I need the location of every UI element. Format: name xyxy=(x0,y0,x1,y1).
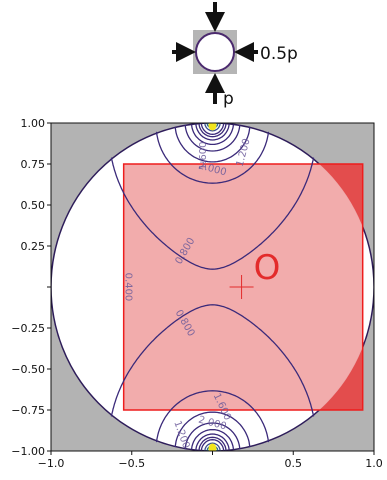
contour-line-1 xyxy=(174,127,251,447)
contour-line-0_6 xyxy=(110,157,315,417)
region-rectangle-edge xyxy=(122,163,364,411)
contour-line-0_8 xyxy=(155,131,270,443)
bottom-load-label: p xyxy=(223,89,234,109)
contour-line-1_4 xyxy=(191,124,234,450)
side-load-label: 0.5p xyxy=(260,44,298,64)
y-tick-label: −1.00 xyxy=(11,445,45,458)
contour-label: 0.400 xyxy=(123,273,134,302)
x-tick-label: 0.5 xyxy=(285,457,303,470)
contour-line-1_2 xyxy=(184,124,241,450)
schematic-disk xyxy=(195,32,235,72)
contour-line-1_8 xyxy=(198,123,227,451)
y-tick-label: −0.75 xyxy=(11,404,45,417)
y-tick-label: 0.75 xyxy=(21,158,46,171)
x-tick-label: −1.0 xyxy=(38,457,65,470)
y-tick-label: −0.50 xyxy=(11,363,45,376)
load-schematic: 0.5p p xyxy=(172,2,298,109)
marker-label: O xyxy=(254,248,281,288)
x-tick-label: 1.0 xyxy=(365,457,383,470)
contour-line-2_4 xyxy=(204,123,221,451)
plot-axes: 0.4000.8000.8001.2001.6002.0001.6002.000… xyxy=(11,117,382,470)
top-peak xyxy=(208,123,217,131)
y-tick-label: −0.25 xyxy=(11,322,45,335)
y-tick-label: 0.25 xyxy=(21,240,46,253)
y-tick-label: 1.00 xyxy=(21,117,46,130)
contour-line-2 xyxy=(200,123,225,451)
x-tick-label: −0.5 xyxy=(118,457,145,470)
y-tick-label: 0.50 xyxy=(21,199,46,212)
contour-label: 1.600 xyxy=(198,141,209,170)
bottom-peak xyxy=(208,443,217,451)
contour-line-1_6 xyxy=(195,123,230,451)
